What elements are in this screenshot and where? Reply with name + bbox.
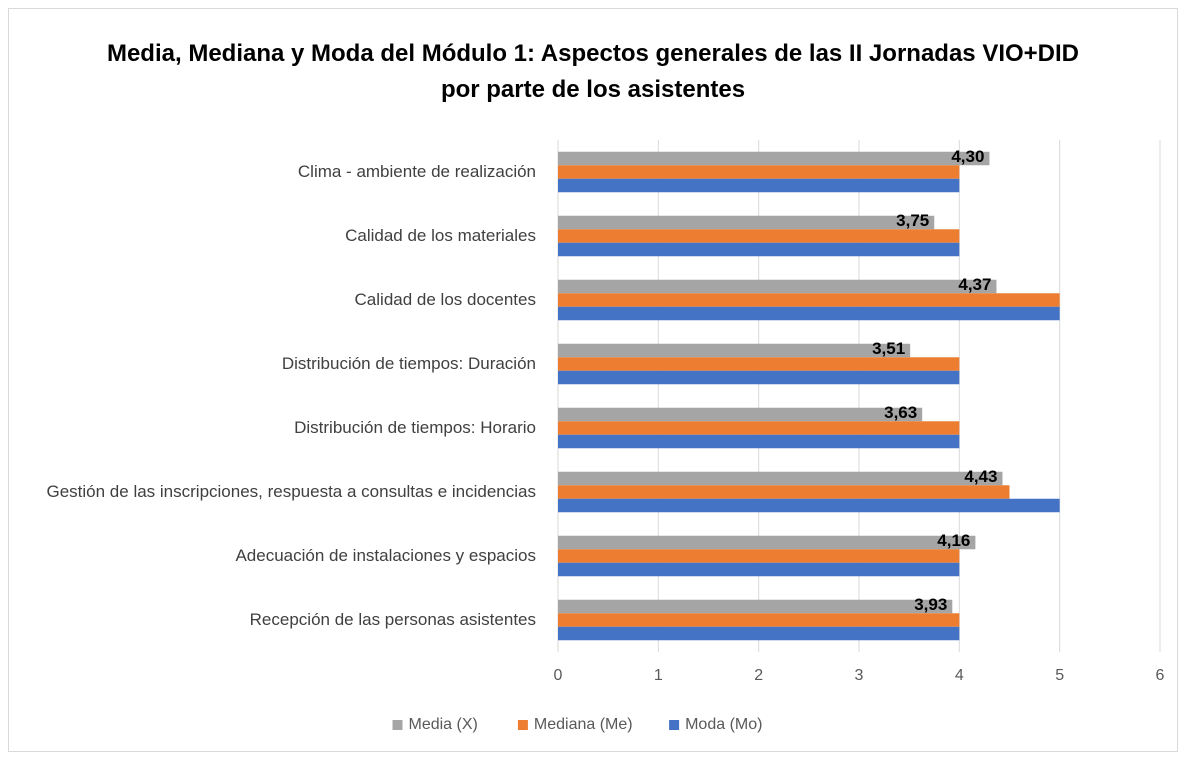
- bar: [558, 165, 960, 179]
- bar: [558, 215, 935, 230]
- category-label: Gestión de las inscripciones, respuesta …: [46, 482, 537, 501]
- bar: [558, 562, 960, 577]
- bar: [558, 613, 960, 627]
- legend-label: Media (X): [409, 716, 478, 733]
- bar: [558, 293, 1060, 307]
- bar: [558, 279, 997, 294]
- value-label: 3,75: [896, 211, 929, 230]
- x-tick-label: 6: [1156, 667, 1165, 684]
- category-label: Adecuación de instalaciones y espacios: [235, 546, 536, 565]
- bar: [558, 626, 960, 641]
- value-label: 4,43: [964, 467, 997, 486]
- x-tick-label: 0: [554, 667, 563, 684]
- bar: [558, 549, 960, 563]
- category-label: Clima - ambiente de realización: [297, 162, 536, 181]
- category-label: Calidad de los materiales: [345, 226, 536, 245]
- value-label: 3,63: [884, 403, 917, 422]
- x-tick-label: 3: [855, 667, 864, 684]
- category-label: Recepción de las personas asistentes: [249, 610, 536, 629]
- bar: [558, 357, 960, 371]
- value-label: 4,30: [951, 147, 984, 166]
- legend-swatch: [669, 720, 680, 730]
- category-label: Distribución de tiempos: Duración: [281, 354, 536, 373]
- legend-swatch: [392, 720, 403, 730]
- x-tick-label: 2: [754, 667, 763, 684]
- x-tick-label: 5: [1055, 667, 1064, 684]
- bar: [558, 434, 960, 449]
- legend-label: Moda (Mo): [685, 716, 762, 733]
- chart-frame: [8, 8, 1178, 752]
- legend-swatch: [517, 720, 528, 730]
- bar: [558, 535, 976, 550]
- chart-title: Media, Mediana y Moda del Módulo 1: Aspe…: [106, 40, 1080, 103]
- bar: [558, 151, 990, 166]
- bar: [558, 306, 1060, 321]
- value-label: 4,37: [958, 275, 991, 294]
- bar: [558, 407, 923, 422]
- x-tick-label: 1: [654, 667, 663, 684]
- bar: [558, 178, 960, 193]
- legend-label: Mediana (Me): [534, 716, 633, 733]
- bar: [558, 242, 960, 257]
- bar: [558, 498, 1060, 513]
- bar: [558, 370, 960, 385]
- bar: [558, 229, 960, 243]
- bar: [558, 471, 1003, 486]
- category-label: Distribución de tiempos: Horario: [294, 418, 536, 437]
- value-label: 3,93: [914, 595, 947, 614]
- bar: [558, 421, 960, 435]
- bar: [558, 343, 911, 358]
- bar: [558, 485, 1010, 499]
- category-label: Calidad de los docentes: [354, 290, 536, 309]
- value-label: 3,51: [872, 339, 905, 358]
- value-label: 4,16: [937, 531, 970, 550]
- x-tick-label: 4: [955, 667, 964, 684]
- bar: [558, 599, 953, 614]
